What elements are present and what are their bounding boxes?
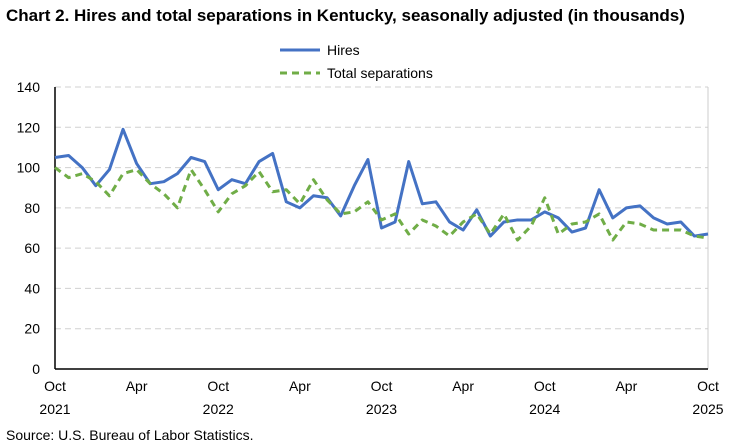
x-tick-label: Apr (126, 378, 148, 394)
x-tick-label: Oct (534, 378, 556, 394)
y-tick-label: 60 (24, 240, 40, 256)
x-tick-year: 2025 (692, 401, 723, 417)
y-tick-label: 140 (17, 79, 41, 95)
legend-label: Hires (327, 42, 360, 58)
y-tick-label: 0 (32, 361, 40, 377)
x-tick-label: Oct (697, 378, 719, 394)
y-tick-label: 80 (24, 200, 40, 216)
x-tick-year: 2023 (366, 401, 397, 417)
chart-title: Chart 2. Hires and total separations in … (6, 6, 685, 25)
x-tick-label: Oct (371, 378, 393, 394)
y-tick-label: 20 (24, 321, 40, 337)
x-tick-label: Apr (452, 378, 474, 394)
x-tick-label: Apr (615, 378, 637, 394)
x-tick-label: Apr (289, 378, 311, 394)
y-tick-label: 40 (24, 280, 40, 296)
x-tick-label: Oct (207, 378, 229, 394)
y-tick-label: 120 (17, 119, 41, 135)
x-tick-label: Oct (44, 378, 66, 394)
source-note: Source: U.S. Bureau of Labor Statistics. (6, 427, 254, 443)
x-tick-year: 2021 (39, 401, 70, 417)
y-tick-label: 100 (17, 160, 41, 176)
legend-label: Total separations (327, 65, 433, 81)
x-tick-year: 2022 (203, 401, 234, 417)
x-tick-year: 2024 (529, 401, 560, 417)
